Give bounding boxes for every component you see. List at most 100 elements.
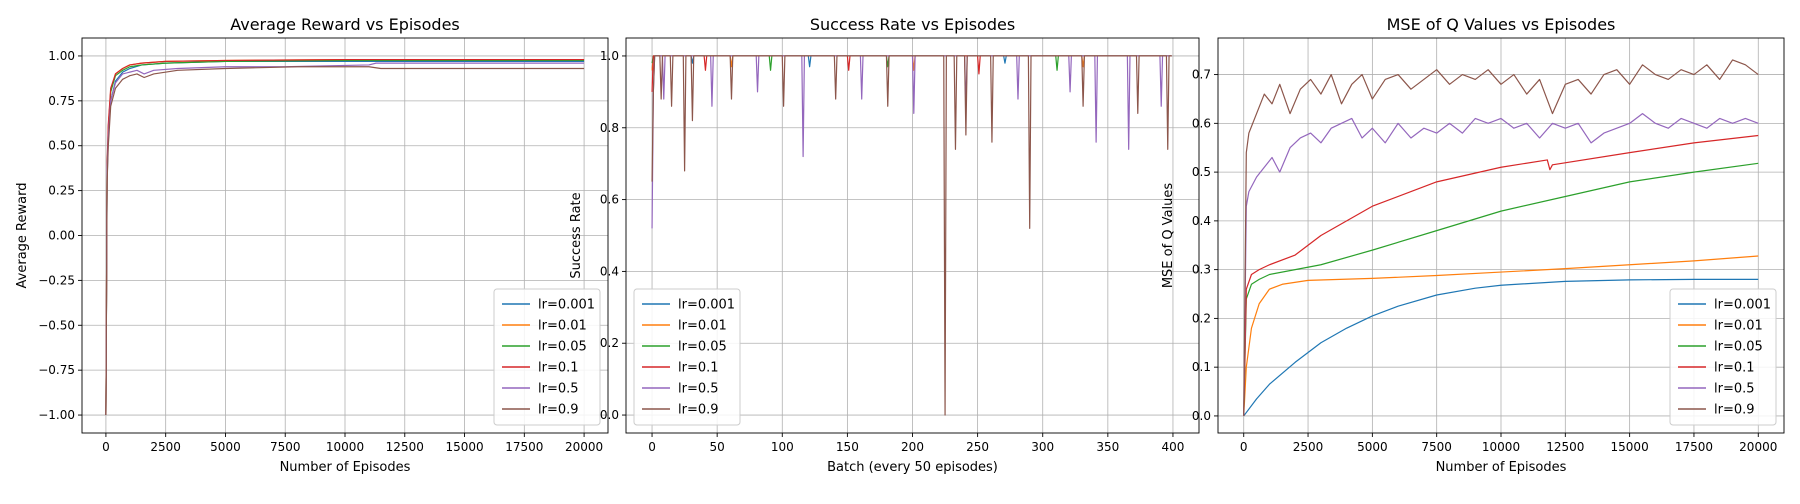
x-tick-label: 12500	[386, 440, 424, 454]
y-tick-label: 0.2	[600, 336, 619, 350]
y-tick-label: 0.4	[1192, 214, 1211, 228]
legend-label: lr=0.5	[1714, 382, 1755, 397]
series-line-lr=0.05	[1243, 162, 1759, 416]
x-tick-label: 15000	[445, 440, 483, 454]
legend: lr=0.001 lr=0.01 lr=0.05 lr=0.1 lr=0.5 lr=0.9	[493, 288, 601, 426]
y-tick-label: −0.75	[38, 363, 75, 377]
x-tick-label: 10000	[326, 440, 364, 454]
y-axis-label: MSE of Q Values	[1161, 183, 1176, 289]
x-tick-label: 7500	[270, 440, 301, 454]
x-tick-label: 250	[966, 440, 989, 454]
y-tick-label: 0.6	[600, 193, 619, 207]
chart-panel-2: 0 50 100 150 200 250 300 350 400 0.0 0.2 0.4 0.6 0.8 1…	[569, 15, 1200, 475]
series-line-lr=0.01	[1243, 255, 1759, 416]
y-tick-label: 0.0	[1192, 409, 1211, 423]
x-axis-label: Number of Episodes	[280, 460, 411, 475]
y-tick-label: 0.25	[48, 184, 75, 198]
legend-label: lr=0.9	[678, 403, 719, 418]
y-tick-label: 0.50	[48, 139, 75, 153]
x-tick-label: 0	[648, 440, 656, 454]
y-tick-label: 0.0	[600, 408, 619, 422]
x-axis-label: Batch (every 50 episodes)	[827, 460, 998, 475]
x-tick-label: 12500	[1546, 440, 1584, 454]
legend-label: lr=0.5	[678, 382, 719, 397]
series-group	[1243, 59, 1759, 417]
y-tick-label: 1.00	[48, 49, 75, 63]
x-tick-label: 17500	[505, 440, 543, 454]
legend-label: lr=0.9	[1714, 403, 1755, 418]
x-tick-label: 100	[771, 440, 794, 454]
x-tick-label: 10000	[1482, 440, 1520, 454]
x-tick-label: 0	[1240, 440, 1248, 454]
y-tick-label: 0.5	[1192, 165, 1211, 179]
chart-panel-1: 0 2500 5000 7500 10000 12500 15000 17500 20000 −1…	[15, 15, 609, 475]
y-tick-label: −0.50	[38, 318, 75, 332]
legend-label: lr=0.05	[678, 340, 727, 355]
series-group	[105, 58, 585, 416]
x-tick-label: 20000	[565, 440, 603, 454]
y-tick-label: 0.4	[600, 264, 619, 278]
x-axis-label: Number of Episodes	[1436, 460, 1567, 475]
series-line-lr=0.5	[1243, 112, 1759, 416]
legend-box	[1669, 288, 1777, 426]
legend-label: lr=0.5	[538, 382, 579, 397]
x-tick-label: 5000	[1357, 440, 1388, 454]
legend-label: lr=0.1	[678, 361, 719, 376]
legend-label: lr=0.001	[1714, 298, 1771, 313]
legend-box	[493, 288, 601, 426]
y-axis-label: Average Reward	[15, 183, 30, 289]
x-tick-label: 15000	[1611, 440, 1649, 454]
chart-title: Success Rate vs Episodes	[810, 15, 1015, 34]
x-tick-label: 2500	[1293, 440, 1324, 454]
legend-box	[633, 288, 741, 426]
x-tick-label: 200	[901, 440, 924, 454]
x-tick-label: 17500	[1675, 440, 1713, 454]
chart-title: MSE of Q Values vs Episodes	[1387, 15, 1616, 34]
legend-label: lr=0.1	[1714, 361, 1755, 376]
x-tick-label: 300	[1031, 440, 1054, 454]
y-tick-label: 0.2	[1192, 311, 1211, 325]
x-tick-label: 150	[836, 440, 859, 454]
series-line-lr=0.1	[1243, 134, 1759, 416]
legend-label: lr=0.01	[538, 319, 587, 334]
chart-panel-3: 0 2500 5000 7500 10000 12500 15000 17500 20000 0.…	[1161, 15, 1785, 475]
chart-title: Average Reward vs Episodes	[230, 15, 460, 34]
series-line-lr=0.9	[1243, 59, 1759, 416]
x-tick-label: 7500	[1421, 440, 1452, 454]
legend-label: lr=0.001	[538, 298, 595, 313]
y-tick-label: 0.6	[1192, 116, 1211, 130]
x-tick-label: 350	[1096, 440, 1119, 454]
x-tick-label: 2500	[150, 440, 181, 454]
x-tick-label: 20000	[1739, 440, 1777, 454]
x-tick-label: 0	[102, 440, 110, 454]
series-line-lr=0.9	[105, 66, 585, 416]
series-line-lr=0.1	[105, 58, 585, 416]
y-tick-label: 0.7	[1192, 68, 1211, 82]
legend: lr=0.001 lr=0.01 lr=0.05 lr=0.1 lr=0.5 lr=0.9	[633, 288, 741, 426]
legend-label: lr=0.9	[538, 403, 579, 418]
y-axis-label: Success Rate	[569, 192, 584, 278]
series-group	[651, 55, 1172, 416]
series-line-lr=0.9	[651, 55, 1172, 416]
y-tick-label: 0.1	[1192, 360, 1211, 374]
legend-label: lr=0.01	[1714, 319, 1763, 334]
legend-label: lr=0.05	[538, 340, 587, 355]
y-tick-label: 1.0	[600, 49, 619, 63]
series-line-lr=0.5	[651, 55, 1172, 229]
y-tick-label: 0.8	[600, 121, 619, 135]
series-line-lr=0.001	[1243, 278, 1759, 417]
x-tick-label: 400	[1162, 440, 1185, 454]
legend: lr=0.001 lr=0.01 lr=0.05 lr=0.1 lr=0.5 lr=0.9	[1669, 288, 1777, 426]
y-tick-label: 0.75	[48, 94, 75, 108]
y-tick-label: 0.3	[1192, 263, 1211, 277]
legend-label: lr=0.01	[678, 319, 727, 334]
y-tick-label: −1.00	[38, 408, 75, 422]
x-tick-label: 5000	[210, 440, 241, 454]
legend-label: lr=0.001	[678, 298, 735, 313]
legend-label: lr=0.1	[538, 361, 579, 376]
y-tick-label: −0.25	[38, 273, 75, 287]
y-tick-label: 0.00	[48, 229, 75, 243]
x-tick-label: 50	[710, 440, 725, 454]
